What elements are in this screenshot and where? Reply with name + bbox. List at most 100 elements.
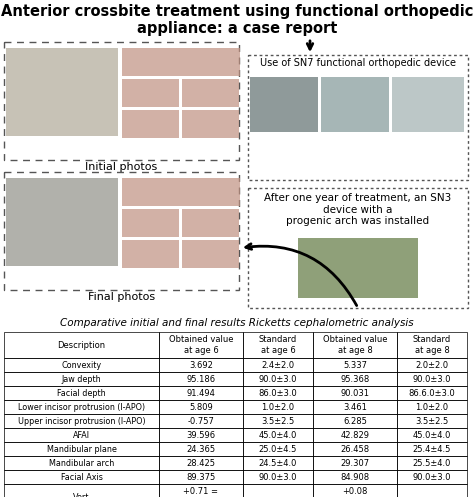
Text: Obtained value
at age 6: Obtained value at age 6: [169, 335, 233, 355]
Text: 24.5±4.0: 24.5±4.0: [259, 459, 297, 468]
Text: 3.461: 3.461: [343, 403, 367, 412]
Bar: [122, 48, 240, 76]
Bar: [6, 178, 118, 266]
Text: Mandibular arch: Mandibular arch: [49, 459, 114, 468]
Text: 90.0±3.0: 90.0±3.0: [413, 375, 451, 384]
Text: Vert: Vert: [73, 493, 90, 497]
Text: 29.307: 29.307: [340, 459, 370, 468]
Text: AFAI: AFAI: [73, 430, 90, 439]
Bar: [122, 110, 179, 138]
Bar: [122, 209, 179, 237]
Bar: [392, 77, 464, 132]
Bar: [313, 386, 397, 400]
Bar: [243, 372, 313, 386]
Text: 45.0±4.0: 45.0±4.0: [413, 430, 451, 439]
Bar: [243, 386, 313, 400]
Text: Convexity: Convexity: [62, 360, 101, 369]
Bar: [248, 55, 468, 180]
Bar: [122, 240, 179, 268]
Text: 24.365: 24.365: [186, 444, 216, 453]
Text: 3.5±2.5: 3.5±2.5: [261, 416, 295, 425]
Bar: [182, 209, 239, 237]
Bar: [122, 178, 240, 206]
Bar: [321, 77, 389, 132]
Text: Initial photos: Initial photos: [85, 162, 158, 172]
Text: 90.0±3.0: 90.0±3.0: [413, 473, 451, 482]
Bar: [182, 79, 239, 107]
Bar: [397, 358, 467, 372]
Bar: [250, 77, 318, 132]
Bar: [4, 372, 159, 386]
Text: 84.908: 84.908: [340, 473, 370, 482]
Bar: [397, 400, 467, 414]
Text: 90.0±3.0: 90.0±3.0: [259, 473, 297, 482]
Bar: [159, 456, 243, 470]
Text: Facial Axis: Facial Axis: [61, 473, 102, 482]
Bar: [4, 400, 159, 414]
Text: 90.031: 90.031: [340, 389, 370, 398]
Bar: [4, 414, 159, 428]
Text: 90.0±3.0: 90.0±3.0: [259, 375, 297, 384]
Bar: [243, 332, 313, 358]
Bar: [397, 484, 467, 497]
Bar: [397, 386, 467, 400]
Text: 95.368: 95.368: [340, 375, 370, 384]
Bar: [243, 428, 313, 442]
Bar: [159, 442, 243, 456]
Text: 3.692: 3.692: [189, 360, 213, 369]
Text: 86.6.0±3.0: 86.6.0±3.0: [409, 389, 456, 398]
Bar: [243, 456, 313, 470]
Bar: [4, 332, 159, 358]
Bar: [248, 188, 468, 308]
Bar: [4, 428, 159, 442]
Text: 25.5±4.0: 25.5±4.0: [413, 459, 451, 468]
Bar: [397, 428, 467, 442]
Bar: [243, 358, 313, 372]
Text: 1.0±2.0: 1.0±2.0: [415, 403, 448, 412]
Bar: [243, 414, 313, 428]
Bar: [243, 400, 313, 414]
Text: 95.186: 95.186: [186, 375, 216, 384]
Text: 91.494: 91.494: [187, 389, 216, 398]
Text: Comparative initial and final results Ricketts cephalometric analysis: Comparative initial and final results Ri…: [60, 318, 414, 328]
Bar: [397, 414, 467, 428]
Bar: [4, 42, 239, 160]
Text: Obtained value
at age 8: Obtained value at age 8: [323, 335, 387, 355]
Text: 2.0±2.0: 2.0±2.0: [415, 360, 448, 369]
Bar: [159, 400, 243, 414]
Bar: [4, 456, 159, 470]
Text: 25.0±4.5: 25.0±4.5: [259, 444, 297, 453]
Bar: [159, 386, 243, 400]
Bar: [313, 484, 397, 497]
Bar: [122, 79, 179, 107]
Bar: [397, 372, 467, 386]
Bar: [313, 442, 397, 456]
Bar: [313, 470, 397, 484]
Bar: [4, 386, 159, 400]
Bar: [313, 358, 397, 372]
Text: +0.08
= Mesofacial: +0.08 = Mesofacial: [328, 487, 382, 497]
Bar: [159, 358, 243, 372]
Bar: [159, 372, 243, 386]
Text: +0.71 =
Brachyfacial: +0.71 = Brachyfacial: [175, 487, 227, 497]
Text: Upper incisor protrusion (I-APO): Upper incisor protrusion (I-APO): [18, 416, 146, 425]
Bar: [4, 442, 159, 456]
Bar: [4, 470, 159, 484]
Text: After one year of treatment, an SN3
device with a
progenic arch was installed: After one year of treatment, an SN3 devi…: [264, 193, 452, 226]
Text: 28.425: 28.425: [186, 459, 216, 468]
Bar: [298, 238, 418, 298]
Bar: [313, 332, 397, 358]
Bar: [397, 332, 467, 358]
Bar: [243, 470, 313, 484]
Bar: [243, 484, 313, 497]
Text: 2.4±2.0: 2.4±2.0: [262, 360, 294, 369]
Text: 86.0±3.0: 86.0±3.0: [259, 389, 297, 398]
Bar: [6, 48, 118, 136]
Bar: [397, 470, 467, 484]
Bar: [159, 484, 243, 497]
Bar: [4, 358, 159, 372]
Text: Jaw depth: Jaw depth: [62, 375, 101, 384]
Bar: [182, 110, 239, 138]
Bar: [159, 414, 243, 428]
Text: Description: Description: [57, 340, 106, 349]
